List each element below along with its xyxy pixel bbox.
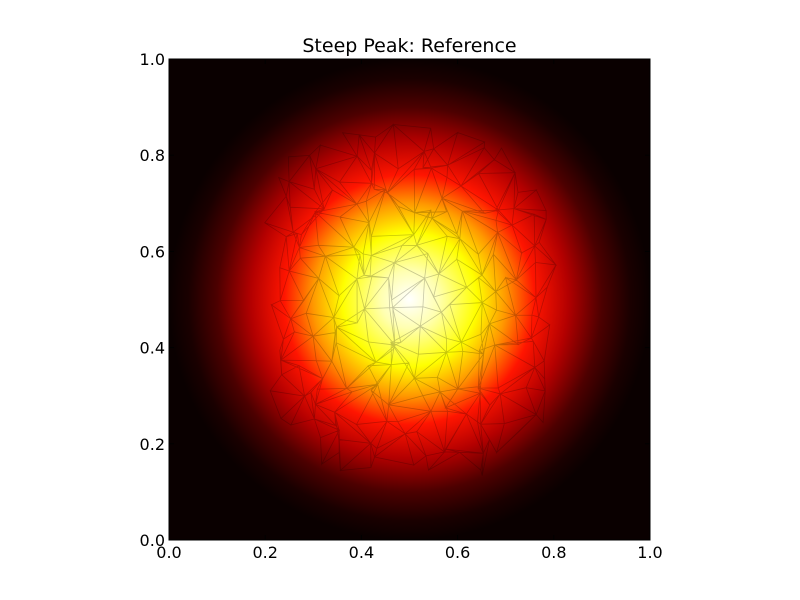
x-tick-label: 0.4 <box>349 543 374 562</box>
y-tick-label: 1.0 <box>140 50 165 69</box>
y-tick-label: 0.6 <box>140 242 165 261</box>
y-tick-label: 0.2 <box>140 435 165 454</box>
heatmap-field <box>169 59 650 540</box>
chart-title: Steep Peak: Reference <box>302 35 516 57</box>
y-tick-label: 0.8 <box>140 146 165 165</box>
mesh-edges <box>264 123 558 476</box>
x-axis: 0.0 0.2 0.4 0.6 0.8 1.0 <box>156 59 663 562</box>
x-tick-label: 0.6 <box>445 543 470 562</box>
x-tick-label: 0.2 <box>252 543 277 562</box>
x-tick-label: 0.8 <box>541 543 566 562</box>
triangulation-mesh <box>264 123 558 476</box>
plot-frame <box>168 58 651 541</box>
y-tick-label: 0.0 <box>140 531 165 550</box>
y-axis: 0.0 0.2 0.4 0.6 0.8 1.0 <box>140 50 650 550</box>
x-tick-label: 1.0 <box>637 543 662 562</box>
x-tick-label: 0.0 <box>156 543 181 562</box>
y-tick-label: 0.4 <box>140 339 165 358</box>
plot-area <box>168 58 651 541</box>
